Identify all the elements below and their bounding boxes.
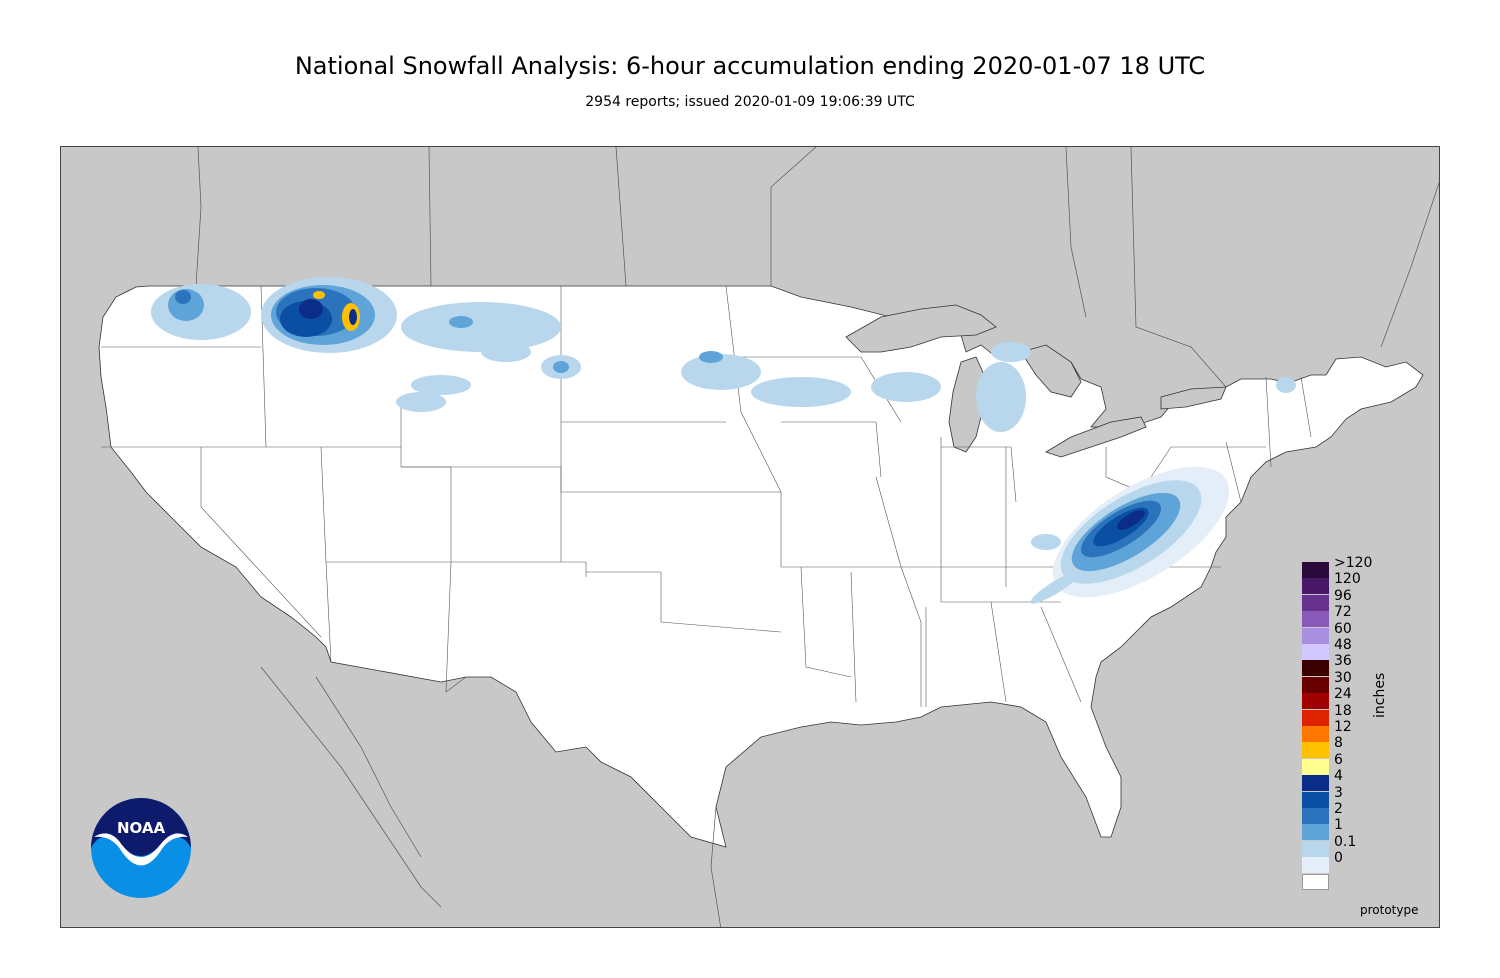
legend-swatch	[1302, 742, 1329, 759]
page-subtitle: 2954 reports; issued 2020-01-09 19:06:39…	[585, 94, 915, 110]
noaa-logo: NOAA	[90, 797, 192, 899]
lake-huron	[1020, 344, 1082, 398]
legend-swatch	[1302, 693, 1329, 710]
state-borders	[101, 285, 1312, 707]
legend-label: 0	[1334, 850, 1343, 867]
legend-label: 60	[1334, 620, 1352, 637]
legend-swatch	[1302, 840, 1329, 857]
mexico-coast	[260, 666, 722, 927]
legend-swatch	[1302, 611, 1329, 628]
legend-label: 48	[1334, 637, 1352, 653]
snowfall-appalachians	[1030, 377, 1296, 604]
legend-swatch	[1302, 824, 1329, 841]
prototype-note: prototype	[1360, 903, 1419, 917]
map-canvas	[98, 147, 1439, 927]
legend-swatch	[1302, 644, 1329, 660]
legend-swatch	[1302, 791, 1329, 808]
lake-ontario	[1160, 386, 1227, 410]
legend-swatch	[1302, 775, 1329, 792]
legend-swatch	[1302, 594, 1329, 611]
legend-label: 2	[1334, 801, 1343, 817]
legend-swatch	[1302, 627, 1329, 644]
noaa-logo-icon: NOAA	[91, 798, 191, 898]
lake-erie	[1045, 416, 1147, 458]
lake-superior	[845, 304, 997, 353]
legend-swatch	[1302, 676, 1329, 693]
conus-land	[98, 285, 1424, 848]
legend-swatch	[1302, 562, 1329, 578]
legend-label: 8	[1334, 735, 1343, 752]
legend-label: 24	[1334, 686, 1352, 703]
legend-label: 1	[1334, 817, 1343, 834]
legend-swatch	[1302, 873, 1329, 890]
snowfall-northwest	[151, 277, 581, 412]
legend-label: 4	[1334, 768, 1343, 785]
legend-label: 3	[1334, 784, 1343, 801]
snowfall-midwest	[681, 342, 1031, 432]
legend-label: 96	[1334, 587, 1352, 604]
border-lines	[195, 147, 1439, 388]
legend-swatch	[1302, 709, 1329, 726]
legend-swatch	[1302, 578, 1329, 595]
legend-label: 18	[1334, 702, 1352, 719]
lake-michigan	[948, 356, 987, 453]
legend-label: 12	[1334, 719, 1352, 735]
legend-label: 30	[1334, 669, 1352, 686]
legend-swatch	[1302, 758, 1329, 775]
legend-swatch	[1302, 808, 1329, 824]
page-title: National Snowfall Analysis: 6-hour accum…	[294, 52, 1206, 80]
legend-label: 36	[1334, 653, 1352, 670]
legend-label: 120	[1334, 571, 1361, 588]
noaa-logo-text: NOAA	[117, 819, 166, 837]
legend-label: 6	[1334, 751, 1343, 768]
legend-swatch	[1302, 857, 1329, 874]
snowfall-map	[60, 146, 1440, 928]
legend-label: 0.1	[1334, 833, 1357, 850]
legend-swatch	[1302, 660, 1329, 677]
legend-unit-label: inches	[1372, 672, 1388, 718]
legend-label: 72	[1334, 604, 1352, 621]
legend-swatch	[1302, 726, 1329, 742]
legend-label: >120	[1334, 555, 1373, 571]
